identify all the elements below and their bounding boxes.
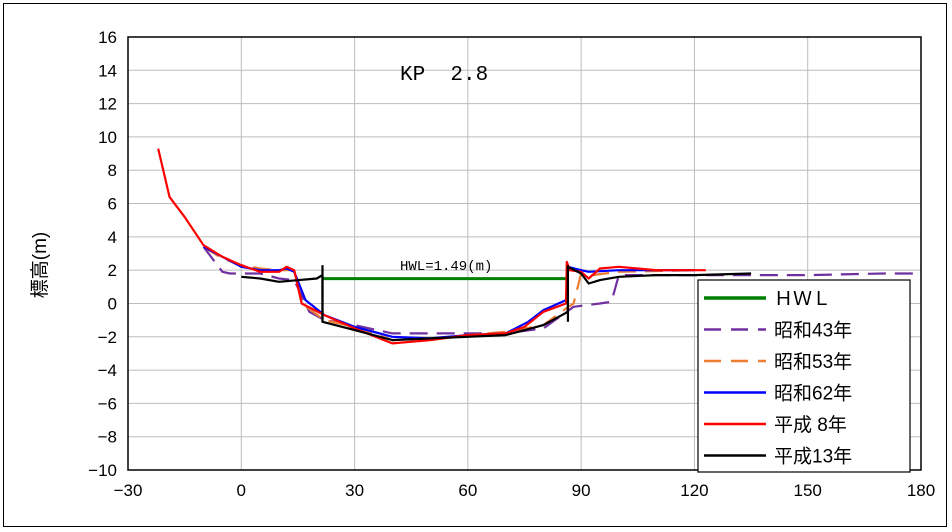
series-line bbox=[241, 265, 752, 342]
y-tick-label: 8 bbox=[108, 161, 117, 180]
x-tick-label: 120 bbox=[680, 481, 708, 500]
hwl-annotation: HWL=1.49(m) bbox=[400, 259, 492, 275]
series-lines bbox=[157, 148, 921, 345]
x-tick-label: 150 bbox=[794, 481, 822, 500]
x-tick-label: −30 bbox=[114, 481, 143, 500]
y-axis-label: 標高(m) bbox=[29, 232, 51, 298]
y-tick-label: 6 bbox=[108, 195, 117, 214]
x-tick-label: 0 bbox=[237, 481, 246, 500]
series-line bbox=[202, 245, 695, 340]
plot-area bbox=[127, 36, 922, 471]
y-tick-label: 4 bbox=[108, 228, 117, 247]
y-tick-label: −4 bbox=[98, 361, 117, 380]
legend-label: 昭和62年 bbox=[774, 383, 852, 405]
y-tick-label: −10 bbox=[88, 461, 117, 480]
y-tick-label: −6 bbox=[98, 394, 117, 413]
y-tick-label: −8 bbox=[98, 428, 117, 447]
x-tick-label: 60 bbox=[458, 481, 477, 500]
y-tick-label: 10 bbox=[98, 128, 117, 147]
x-tick-label: 180 bbox=[907, 481, 935, 500]
y-tick-label: 0 bbox=[108, 294, 117, 313]
y-tick-label: 12 bbox=[98, 95, 117, 114]
legend-label: 昭和43年 bbox=[774, 320, 852, 342]
y-axis-ticks: −10 −8 −6 −4 −2 0 2 4 6 8 10 12 14 16 bbox=[88, 28, 117, 480]
legend-label: 平成13年 bbox=[774, 446, 852, 468]
x-tick-label: 30 bbox=[345, 481, 364, 500]
series-line bbox=[157, 148, 706, 345]
legend-label: 昭和53年 bbox=[774, 351, 852, 373]
x-axis-ticks: −30 0 30 60 90 120 150 180 bbox=[114, 481, 936, 500]
y-tick-label: 14 bbox=[98, 61, 117, 80]
y-tick-label: −2 bbox=[98, 328, 117, 347]
y-tick-label: 16 bbox=[98, 28, 117, 47]
legend-label: ＨＷＬ bbox=[774, 289, 831, 310]
chart-title: KP 2.8 bbox=[400, 64, 488, 87]
legend-label: 平成 8年 bbox=[774, 414, 847, 436]
y-tick-label: 2 bbox=[108, 261, 117, 280]
x-tick-label: 90 bbox=[572, 481, 591, 500]
